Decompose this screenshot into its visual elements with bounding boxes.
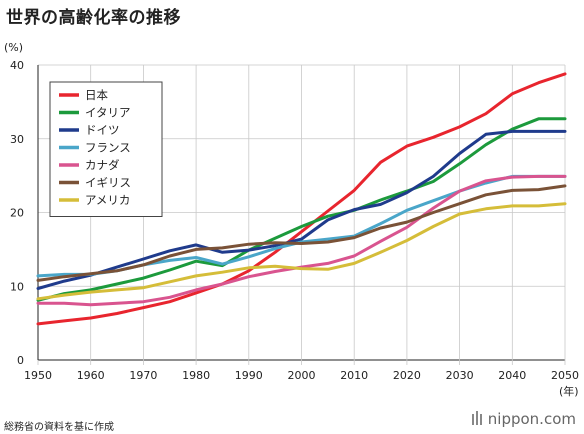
source-note: 総務省の資料を基に作成 <box>4 422 114 433</box>
series-line-6 <box>36 184 567 282</box>
legend-label: イギリス <box>85 176 131 190</box>
y-axis-unit-label: (%) <box>4 41 24 54</box>
x-tick-label: 1990 <box>235 369 263 382</box>
brand-mark-icon <box>471 410 484 428</box>
legend-label: 日本 <box>85 88 108 102</box>
legend-label: フランス <box>85 141 131 155</box>
series-line-2 <box>36 117 567 302</box>
series-lines <box>36 72 567 326</box>
x-tick-label: 2030 <box>446 369 474 382</box>
y-tick-label: 10 <box>10 280 24 293</box>
x-axis-unit-label: (年) <box>559 385 579 398</box>
y-tick-label: 20 <box>10 207 24 220</box>
legend-label: ドイツ <box>85 123 120 137</box>
x-tick-label: 1970 <box>129 369 157 382</box>
x-tick-label: 2000 <box>288 369 316 382</box>
series-line-3 <box>36 129 567 290</box>
x-tick-label: 2040 <box>498 369 526 382</box>
brand-name: nippon.com <box>487 410 576 428</box>
x-tick-label: 1980 <box>182 369 210 382</box>
x-tick-label: 1960 <box>77 369 105 382</box>
chart-title: 世界の高齢化率の推移 <box>6 8 181 28</box>
x-tick-label: 2020 <box>393 369 421 382</box>
y-tick-label: 0 <box>17 354 24 367</box>
series-line-1 <box>36 72 567 326</box>
x-tick-label: 1950 <box>24 369 52 382</box>
series-line-7 <box>36 202 567 301</box>
legend-label: イタリア <box>85 106 131 120</box>
y-tick-label: 30 <box>10 133 24 146</box>
brand-logo: nippon.com <box>471 410 576 428</box>
x-tick-label: 2010 <box>340 369 368 382</box>
legend-label: カナダ <box>85 158 120 172</box>
y-tick-label: 40 <box>10 59 24 72</box>
x-tick-label: 2050 <box>551 369 579 382</box>
legend-label: アメリカ <box>85 193 130 207</box>
